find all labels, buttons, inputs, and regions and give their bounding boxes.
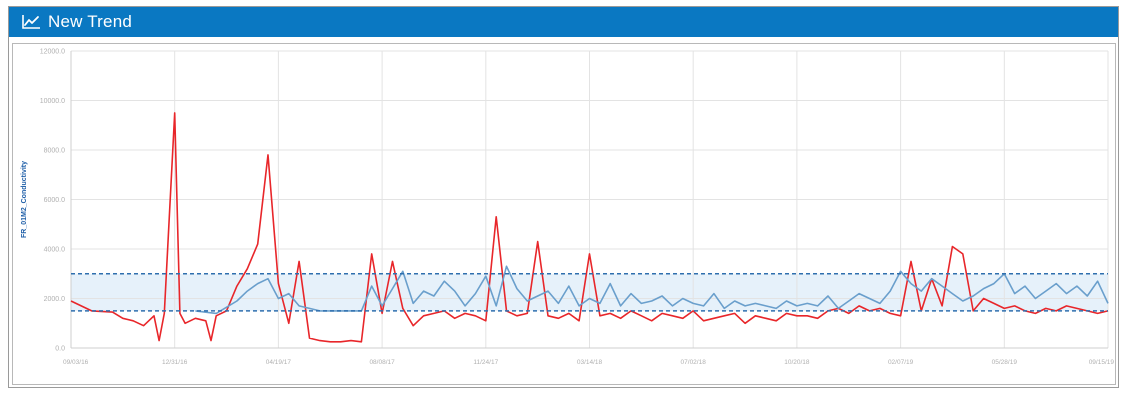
x-tick-label: 02/07/19 <box>888 359 914 366</box>
y-tick-label: 8000.0 <box>44 148 66 155</box>
y-tick-label: 4000.0 <box>44 247 66 254</box>
series-line-2 <box>195 265 1109 315</box>
y-axis-title: FR_01M2_Conductivity <box>21 161 28 238</box>
x-tick-label: 11/24/17 <box>473 359 498 366</box>
y-tick-label: 0.0 <box>55 346 65 353</box>
trend-chart[interactable]: 0.0 2000.0 4000.0 6000.0 8000.0 10000.0 12000.… <box>13 44 1117 386</box>
x-tick-label: 09/03/16 <box>63 359 89 366</box>
x-tick-label: 09/15/19 <box>1089 359 1115 366</box>
trend-window: New Trend 0.0 2000.0 4000.0 6000.0 8000.0 100… <box>8 6 1119 388</box>
y-tick-label: 12000.0 <box>40 49 65 56</box>
series-line-1 <box>70 112 1109 343</box>
x-tick-label: 07/02/18 <box>681 359 707 366</box>
x-tick-label: 12/31/16 <box>162 359 188 366</box>
x-tick-label: 04/19/17 <box>266 359 292 366</box>
chart-panel: 0.0 2000.0 4000.0 6000.0 8000.0 10000.0 12000.… <box>12 43 1116 385</box>
line-chart-icon <box>21 14 41 30</box>
y-tick-label: 6000.0 <box>44 197 66 204</box>
window-titlebar: New Trend <box>9 7 1118 37</box>
window-title: New Trend <box>48 12 133 31</box>
y-tick-label: 10000.0 <box>40 98 65 105</box>
x-tick-label: 10/20/18 <box>784 359 810 366</box>
x-tick-label: 05/28/19 <box>992 359 1018 366</box>
x-tick-label: 08/08/17 <box>369 359 395 366</box>
x-tick-label: 03/14/18 <box>577 359 603 366</box>
y-tick-label: 2000.0 <box>44 296 66 303</box>
